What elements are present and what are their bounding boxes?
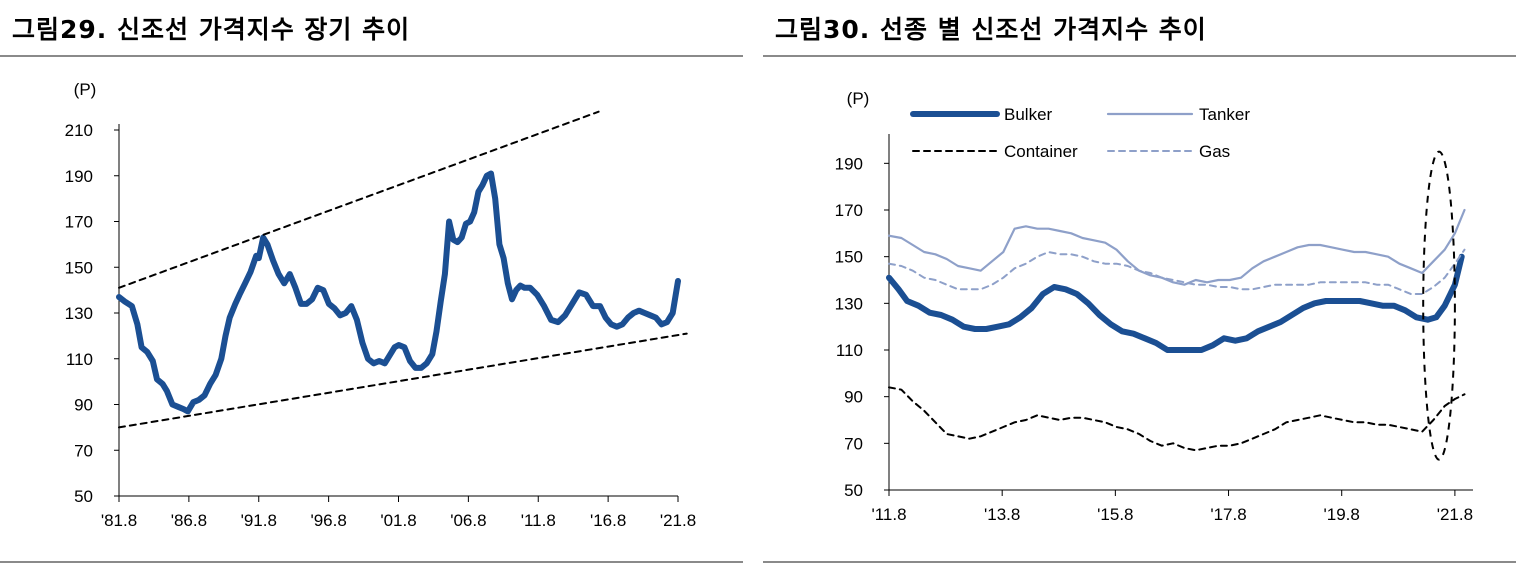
- y-tick-label: 90: [844, 388, 863, 407]
- left-chart: (P) 50 70 90 110 130 150 170 190 210 '81.8 '86.8 '91…: [65, 80, 697, 530]
- left-chart-panel: 그림29. 신조선 가격지수 장기 추이 (P) 50 70 90 110 130 150 1…: [0, 0, 743, 568]
- y-tick-label: 110: [66, 350, 93, 369]
- right-chart-title: 그림30. 선종 별 신조선 가격지수 추이: [775, 15, 1207, 44]
- upper-trend-line: [118, 110, 600, 289]
- x-tick-label: '91.8: [241, 511, 277, 530]
- right-chart-panel: 그림30. 선종 별 신조선 가격지수 추이 (P) 50 70 90 110 130 15…: [763, 0, 1516, 568]
- x-tick-label: '01.8: [380, 511, 416, 530]
- highlight-ellipse: [1422, 150, 1456, 461]
- x-tick-label: '11.8: [871, 505, 906, 524]
- x-tick-label: '96.8: [310, 511, 346, 530]
- legend-label-bulker: Bulker: [1004, 105, 1053, 124]
- lower-trend-line: [118, 332, 688, 429]
- y-tick-label: 130: [65, 304, 93, 323]
- y-tick-label: 150: [835, 248, 863, 267]
- series-line-bulker: [886, 253, 1465, 353]
- left-bottom-rule: [0, 561, 743, 563]
- x-tick-label: '81.8: [101, 511, 137, 530]
- legend-label-container: Container: [1004, 142, 1078, 161]
- y-tick-label: 170: [835, 201, 863, 220]
- x-tick-label: '86.8: [171, 511, 207, 530]
- y-tick-label: 130: [835, 294, 863, 313]
- x-tick-label: '21.8: [660, 511, 696, 530]
- left-title-rule: [0, 55, 743, 57]
- y-axis-unit-label: (P): [847, 89, 870, 108]
- series-line-gas: [888, 248, 1466, 295]
- y-tick-label: 110: [836, 341, 863, 360]
- right-chart: (P) 50 70 90 110 130 150 170 190 '11.8 '13.8 '15.8 '…: [835, 89, 1473, 524]
- y-tick-label: 170: [65, 213, 93, 232]
- y-axis-unit-label: (P): [74, 80, 97, 99]
- series-line-container: [888, 386, 1466, 452]
- x-tick-label: '15.8: [1097, 505, 1133, 524]
- x-tick-label: '06.8: [450, 511, 486, 530]
- x-tick-label: '11.8: [521, 511, 556, 530]
- right-bottom-rule: [763, 561, 1516, 563]
- y-tick-label: 70: [844, 434, 863, 453]
- x-tick-label: '17.8: [1210, 505, 1246, 524]
- y-tick-label: 90: [74, 396, 93, 415]
- x-tick-label: '13.8: [984, 505, 1020, 524]
- legend-label-tanker: Tanker: [1199, 105, 1250, 124]
- x-tick-label: '19.8: [1324, 505, 1360, 524]
- y-tick-label: 50: [844, 481, 863, 500]
- x-tick-label: '16.8: [590, 511, 626, 530]
- y-tick-label: 190: [65, 167, 93, 186]
- right-title-rule: [763, 55, 1516, 57]
- y-tick-label: 190: [835, 154, 863, 173]
- series-line-price-index: [116, 170, 681, 415]
- series-line-tanker: [887, 208, 1466, 286]
- y-tick-label: 50: [74, 487, 93, 506]
- y-tick-label: 210: [65, 121, 93, 140]
- legend-label-gas: Gas: [1199, 142, 1230, 161]
- left-chart-title: 그림29. 신조선 가격지수 장기 추이: [12, 15, 411, 44]
- y-tick-label: 150: [65, 258, 93, 277]
- y-tick-label: 70: [74, 441, 93, 460]
- x-tick-label: '21.8: [1437, 505, 1473, 524]
